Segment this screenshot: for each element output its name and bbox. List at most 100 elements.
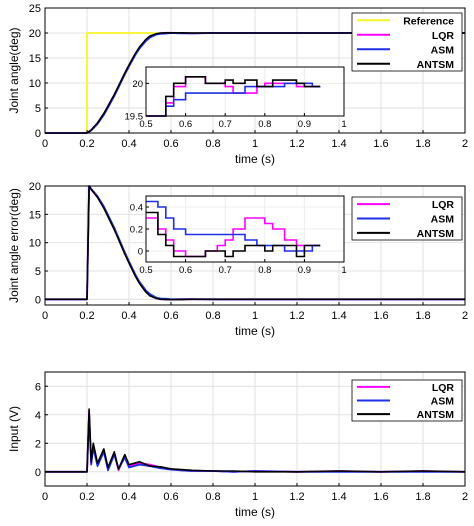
inset-x-tick-label: 0.8	[258, 119, 271, 130]
y-tick-label: 25	[29, 3, 41, 15]
series-group	[45, 185, 465, 301]
x-axis-label: time (s)	[235, 505, 275, 519]
x-tick-label: 0.4	[121, 491, 136, 503]
x-tick-label: 1.6	[373, 138, 388, 150]
legend: Reference LQR ASM ANTSM	[351, 12, 463, 72]
inset-plot: 0.5 0.6 0.7 0.8 0.9 1 0 0.2 0.4	[130, 195, 347, 276]
inset-y-tick-label: 19.5	[125, 112, 144, 123]
plot-1: 0 0.2 0.4 0.6 0.8 1 1.2 1.4 1.6 1.8 20510152025tim…	[7, 3, 468, 166]
y-tick-label: 10	[29, 78, 41, 90]
x-tick-label: 0	[42, 491, 48, 503]
inset-series-line-lqr	[146, 217, 321, 258]
x-tick-label: 1.8	[415, 138, 430, 150]
y-axis-label: Joint angle(deg)	[7, 27, 21, 113]
y-tick-label: 15	[29, 209, 41, 221]
inset-x-tick-label: 1	[341, 119, 346, 130]
y-tick-label: 5	[35, 266, 41, 278]
inset-x-tick-label: 1	[341, 265, 346, 276]
x-tick-label: 0.2	[79, 310, 94, 322]
legend-label-antsm: ANTSM	[417, 228, 455, 240]
series-line-antsm	[45, 408, 466, 473]
x-tick-label: 1.4	[331, 138, 346, 150]
legend-label-lqr: LQR	[432, 199, 455, 211]
x-tick-label: 1.2	[289, 138, 304, 150]
x-axis-label: time (s)	[235, 152, 275, 166]
x-tick-label: 1.8	[415, 491, 430, 503]
y-tick-label: 20	[29, 28, 41, 40]
x-tick-label: 1.6	[373, 310, 388, 322]
legend-label-asm: ASM	[431, 396, 455, 408]
y-axis-label: Joint angle error(deg)	[7, 188, 21, 303]
legend-label-antsm: ANTSM	[417, 409, 455, 421]
inset-y-tick-label: 0.2	[130, 225, 143, 236]
x-tick-label: 0.8	[205, 138, 220, 150]
legend-label-lqr: LQR	[432, 382, 455, 394]
y-tick-label: 5	[35, 103, 41, 115]
x-tick-label: 0.6	[163, 138, 178, 150]
legend-label-reference: Reference	[403, 15, 454, 27]
x-tick-label: 0.6	[163, 491, 178, 503]
legend: LQR ASM ANTSM	[351, 196, 463, 241]
inset-y-tick-label: 0	[138, 247, 143, 258]
x-tick-label: 2	[462, 491, 468, 503]
y-tick-label: 20	[29, 181, 41, 193]
series-line-antsm	[45, 31, 465, 134]
plot-2: 0 0.2 0.4 0.6 0.8 1 1.2 1.4 1.6 1.8 205101520time …	[7, 181, 468, 338]
inset-series-line-antsm	[146, 76, 321, 117]
x-tick-label: 0.6	[163, 310, 178, 322]
x-tick-label: 1.6	[373, 491, 388, 503]
x-tick-label: 0.2	[79, 138, 94, 150]
inset-x-tick-label: 0.7	[219, 119, 232, 130]
legend-box	[351, 12, 463, 72]
x-tick-label: 2	[462, 138, 468, 150]
y-tick-label: 6	[35, 381, 41, 393]
x-tick-label: 0	[42, 310, 48, 322]
x-tick-label: 0.8	[205, 491, 220, 503]
x-tick-label: 1.2	[289, 491, 304, 503]
inset-x-tick-label: 0.6	[179, 265, 192, 276]
series-group	[45, 408, 466, 473]
x-tick-label: 0	[42, 138, 48, 150]
legend-label-asm: ASM	[431, 214, 455, 226]
inset-series-line-antsm	[146, 211, 321, 258]
x-tick-label: 1	[252, 138, 258, 150]
x-tick-label: 0.8	[205, 310, 220, 322]
y-tick-label: 4	[35, 410, 41, 422]
inset-y-tick-label: 20	[132, 79, 143, 90]
y-tick-label: 0	[35, 128, 41, 140]
y-tick-label: 2	[35, 438, 41, 450]
x-tick-label: 1.4	[331, 310, 346, 322]
inset-x-tick-label: 0.5	[139, 119, 152, 130]
series-line-antsm	[45, 185, 465, 301]
inset-y-tick-label: 0.4	[130, 203, 143, 214]
x-tick-label: 1	[252, 310, 258, 322]
inset-series-line-asm	[146, 200, 321, 252]
y-tick-label: 10	[29, 238, 41, 250]
inset-axes-box	[145, 66, 345, 117]
inset-x-tick-label: 0.7	[219, 265, 232, 276]
inset-x-tick-label: 0.5	[139, 265, 152, 276]
x-tick-label: 1.2	[289, 310, 304, 322]
x-tick-label: 0.4	[121, 138, 136, 150]
series-group	[45, 31, 465, 134]
inset-x-tick-label: 0.9	[298, 265, 311, 276]
x-tick-label: 1.8	[415, 310, 430, 322]
legend-label-antsm: ANTSM	[417, 59, 455, 71]
inset-plot: 0.5 0.6 0.7 0.8 0.9 1 19.5 20	[125, 66, 347, 130]
plot-3: 0 0.2 0.4 0.6 0.8 1 1.2 1.4 1.6 1.8 2 0 2 4 6 time (s) I…	[7, 371, 468, 519]
x-axis-label: time (s)	[235, 324, 275, 338]
y-axis-label: Input (V)	[7, 406, 21, 452]
x-tick-label: 0.4	[121, 310, 136, 322]
y-tick-label: 0	[35, 467, 41, 479]
x-tick-label: 1	[252, 491, 258, 503]
legend-label-asm: ASM	[431, 44, 455, 56]
y-tick-label: 15	[29, 53, 41, 65]
inset-x-tick-label: 0.9	[298, 119, 311, 130]
legend-label-lqr: LQR	[432, 30, 455, 42]
y-tick-label: 0	[35, 294, 41, 306]
inset-x-tick-label: 0.6	[179, 119, 192, 130]
inset-x-tick-label: 0.8	[258, 265, 271, 276]
x-tick-label: 1.4	[331, 491, 346, 503]
